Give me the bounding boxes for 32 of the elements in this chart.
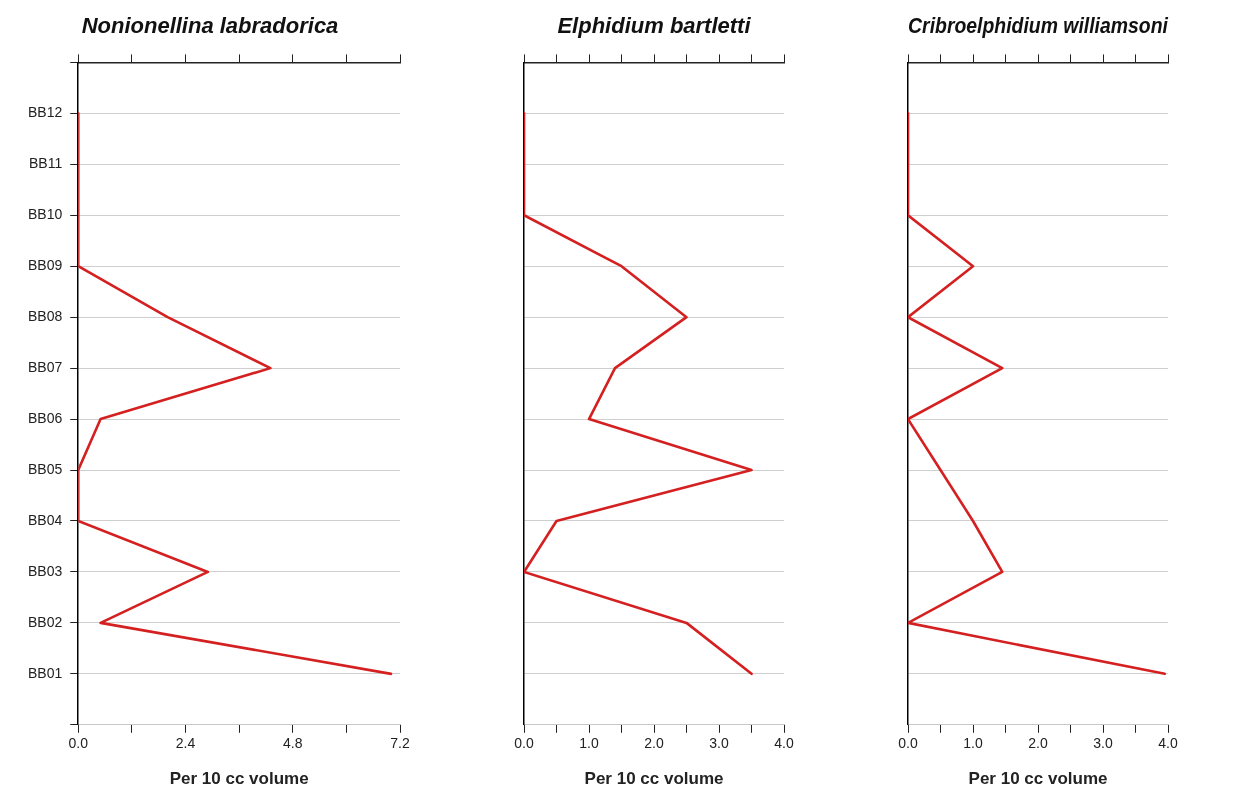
y-tick-label: BB12 [28,104,63,121]
x-tick-label: 3.0 [709,735,729,752]
y-tick-label: BB02 [28,613,63,630]
x-tick-label: 7.2 [390,735,410,752]
x-tick-label: 4.0 [1158,735,1178,752]
y-tick-label: BB01 [28,664,63,681]
x-tick-label: 3.0 [1093,735,1113,752]
x-tick-label: 0.0 [898,735,918,752]
x-axis-title: Per 10 cc volume [584,769,724,789]
x-tick-label: 1.0 [963,735,983,752]
y-tick-label: BB05 [28,460,63,477]
chart-title: Cribroelphidium williamsoni [908,13,1170,38]
chart-title: Nonionellina labradorica [81,13,339,39]
y-tick-label: BB04 [28,511,63,528]
x-tick-label: 2.0 [1028,735,1048,752]
y-tick-label: BB11 [29,155,63,172]
x-tick-label: 2.4 [175,735,196,752]
y-tick-label: BB07 [28,358,63,375]
x-tick-label: 4.0 [774,735,794,752]
x-axis-title: Per 10 cc volume [968,769,1108,789]
x-tick-label: 2.0 [644,735,664,752]
x-axis-title: Per 10 cc volume [169,769,309,789]
y-tick-label: BB03 [28,562,63,579]
y-tick-label: BB08 [28,308,63,325]
y-tick-label: BB09 [28,257,63,274]
y-tick-label: BB10 [28,206,63,223]
y-tick-label: BB06 [28,409,63,426]
x-tick-label: 4.8 [283,735,303,752]
chart-title: Elphidium bartletti [557,13,752,39]
x-tick-label: 1.0 [579,735,599,752]
x-tick-label: 0.0 [68,735,89,752]
x-tick-label: 0.0 [514,735,534,752]
